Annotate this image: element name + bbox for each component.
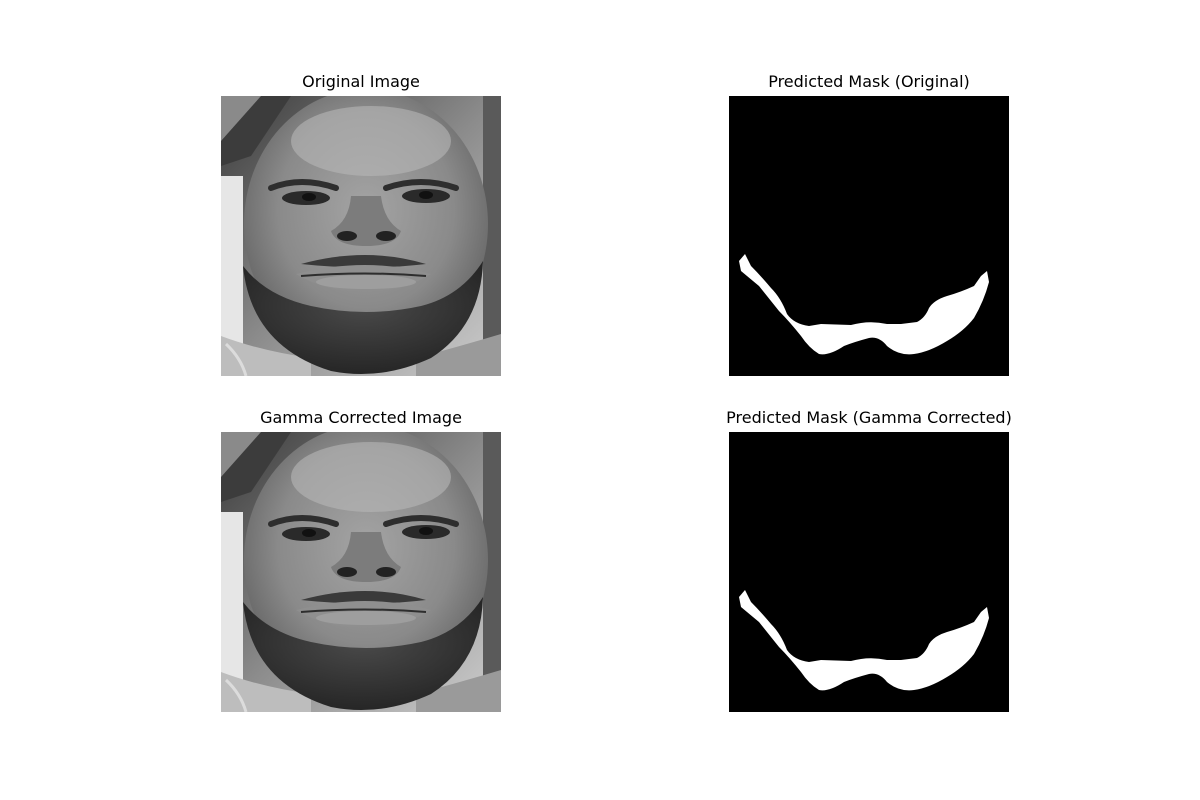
predicted-mask-gamma-image — [729, 432, 1009, 712]
original-face-image — [221, 96, 501, 376]
predicted-mask-original-title: Predicted Mask (Original) — [768, 72, 970, 91]
gamma-corrected-face-image — [221, 432, 501, 712]
gamma-corrected-image-title: Gamma Corrected Image — [260, 408, 462, 427]
predicted-mask-original-image — [729, 96, 1009, 376]
original-image-title: Original Image — [302, 72, 420, 91]
predicted-mask-gamma-title: Predicted Mask (Gamma Corrected) — [726, 408, 1012, 427]
